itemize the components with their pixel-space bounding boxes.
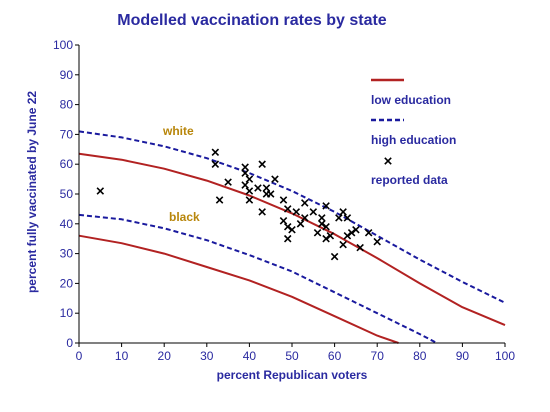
legend-label-reported: reported data xyxy=(371,173,448,187)
data-point xyxy=(288,225,296,234)
data-point xyxy=(266,190,275,198)
data-point xyxy=(292,208,301,216)
x-tick-label: 60 xyxy=(328,349,342,363)
data-point xyxy=(262,184,271,192)
legend-label-low: low education xyxy=(371,93,451,107)
annotation-black: black xyxy=(169,210,200,224)
y-tick-label: 60 xyxy=(60,157,74,171)
data-point xyxy=(283,223,292,231)
chart-title: Modelled vaccination rates by state xyxy=(117,12,387,29)
data-point xyxy=(283,234,292,243)
legend-swatch-reported xyxy=(384,157,392,165)
data-point xyxy=(343,231,352,240)
y-axis-label: percent fully vaccinated by June 22 xyxy=(25,91,39,293)
y-axis-ticks: 0 10 20 30 40 50 60 70 80 90 100 xyxy=(53,38,79,350)
data-point xyxy=(245,187,254,195)
x-tick-label: 0 xyxy=(76,349,83,363)
model-curves xyxy=(78,130,506,344)
data-point xyxy=(318,214,326,222)
y-tick-label: 100 xyxy=(53,38,73,52)
data-point xyxy=(211,160,220,168)
y-tick-label: 20 xyxy=(60,276,74,290)
data-point xyxy=(322,234,330,243)
data-point xyxy=(241,181,249,189)
data-point xyxy=(330,252,339,261)
data-point xyxy=(296,220,305,228)
legend-marker-cross xyxy=(384,157,392,165)
data-point xyxy=(254,184,262,192)
data-point xyxy=(224,178,232,186)
data-point xyxy=(322,223,330,231)
y-tick-label: 30 xyxy=(60,247,74,261)
data-point xyxy=(343,214,352,222)
data-point xyxy=(301,214,309,222)
y-tick-label: 50 xyxy=(60,187,74,201)
legend: low education high education reported da… xyxy=(371,78,456,187)
x-tick-label: 30 xyxy=(200,349,214,363)
data-point xyxy=(356,243,364,252)
data-point xyxy=(309,208,318,216)
data-point xyxy=(339,208,347,216)
y-tick-label: 90 xyxy=(60,68,74,82)
data-point xyxy=(245,175,254,183)
legend-label-high: high education xyxy=(371,133,456,147)
data-point xyxy=(258,160,266,168)
data-point xyxy=(271,175,279,183)
data-point xyxy=(96,187,105,195)
x-tick-label: 40 xyxy=(243,349,257,363)
data-point xyxy=(335,214,343,222)
y-tick-label: 0 xyxy=(66,336,73,350)
y-tick-label: 80 xyxy=(60,98,74,112)
data-point xyxy=(347,228,356,237)
data-point xyxy=(241,169,249,177)
data-point xyxy=(373,237,381,246)
data-point xyxy=(258,208,266,216)
y-tick-label: 40 xyxy=(60,217,74,231)
annotation-white: white xyxy=(162,124,194,138)
x-tick-label: 70 xyxy=(371,349,385,363)
data-point xyxy=(283,205,292,213)
x-tick-label: 20 xyxy=(158,349,172,363)
data-point xyxy=(301,199,309,207)
y-tick-label: 70 xyxy=(60,127,74,141)
curve-white-high-education xyxy=(78,130,506,304)
x-tick-label: 50 xyxy=(285,349,299,363)
data-point xyxy=(364,228,373,237)
data-point xyxy=(279,217,288,225)
data-point xyxy=(318,220,326,228)
data-point xyxy=(211,148,220,157)
data-point xyxy=(313,228,322,237)
curve-white-low-education xyxy=(78,152,506,327)
curve-black-low-education xyxy=(78,234,399,344)
data-point xyxy=(326,231,335,240)
data-point xyxy=(245,196,254,204)
data-point xyxy=(241,163,249,171)
x-axis-ticks: 0 10 20 30 40 50 60 70 80 90 100 xyxy=(76,343,515,363)
data-point xyxy=(352,225,360,234)
y-tick-label: 10 xyxy=(60,306,74,320)
x-tick-label: 10 xyxy=(115,349,129,363)
x-axis-label: percent Republican voters xyxy=(217,368,368,382)
data-point xyxy=(339,240,347,249)
data-point xyxy=(279,196,288,204)
data-point xyxy=(215,196,224,204)
reported-points xyxy=(96,148,381,261)
x-tick-label: 80 xyxy=(413,349,427,363)
x-tick-label: 100 xyxy=(495,349,515,363)
x-tick-label: 90 xyxy=(456,349,470,363)
data-point xyxy=(322,202,330,210)
curve-black-high-education xyxy=(78,213,438,344)
